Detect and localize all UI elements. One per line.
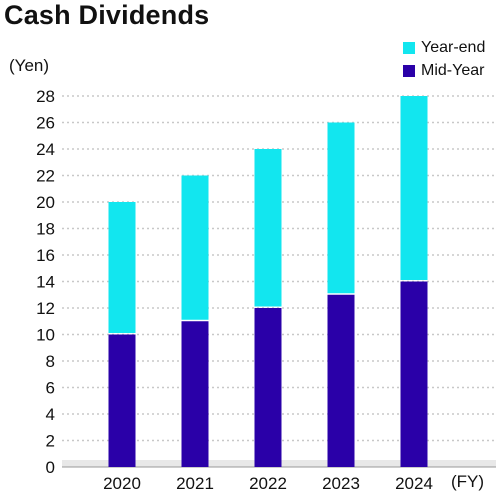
bar-mid-year bbox=[254, 308, 282, 467]
y-tick-label: 26 bbox=[36, 114, 55, 133]
y-tick-label: 22 bbox=[36, 167, 55, 186]
legend-swatch-year-end bbox=[403, 42, 415, 54]
legend-label-year-end: Year-end bbox=[421, 39, 486, 56]
x-axis-unit-label: (FY) bbox=[451, 472, 485, 491]
bar-mid-year bbox=[327, 294, 355, 467]
bar-year-end bbox=[108, 202, 136, 333]
bar-mid-year bbox=[400, 281, 428, 467]
legend-item-mid-year: Mid-Year bbox=[403, 62, 484, 80]
bar-mid-year bbox=[108, 334, 136, 467]
legend-swatch-mid-year bbox=[403, 65, 415, 77]
y-axis-unit-label: (Yen) bbox=[9, 56, 50, 75]
y-tick-label: 10 bbox=[36, 326, 55, 345]
bar-year-end bbox=[181, 175, 209, 320]
y-tick-label: 2 bbox=[46, 432, 55, 451]
y-tick-label: 8 bbox=[46, 352, 55, 371]
y-tick-label: 24 bbox=[36, 140, 55, 159]
legend-label-mid-year: Mid-Year bbox=[421, 62, 485, 79]
y-tick-label: 28 bbox=[36, 87, 55, 106]
legend-item-year-end: Year-end bbox=[403, 39, 485, 57]
y-tick-label: 16 bbox=[36, 246, 55, 265]
y-tick-label: 0 bbox=[46, 458, 55, 477]
x-tick-label: 2024 bbox=[395, 474, 433, 493]
x-tick-label: 2020 bbox=[103, 474, 141, 493]
x-tick-label: 2021 bbox=[176, 474, 214, 493]
chart-title: Cash Dividends bbox=[4, 0, 210, 30]
x-tick-label: 2022 bbox=[249, 474, 287, 493]
y-tick-label: 14 bbox=[36, 273, 55, 292]
bar-mid-year bbox=[181, 321, 209, 467]
bar-year-end bbox=[327, 122, 355, 294]
y-tick-label: 12 bbox=[36, 299, 55, 318]
y-tick-label: 20 bbox=[36, 193, 55, 212]
x-tick-label: 2023 bbox=[322, 474, 360, 493]
y-tick-label: 6 bbox=[46, 379, 55, 398]
y-tick-label: 4 bbox=[46, 405, 55, 424]
bar-year-end bbox=[254, 149, 282, 307]
y-tick-label: 18 bbox=[36, 220, 55, 239]
bar-year-end bbox=[400, 96, 428, 280]
